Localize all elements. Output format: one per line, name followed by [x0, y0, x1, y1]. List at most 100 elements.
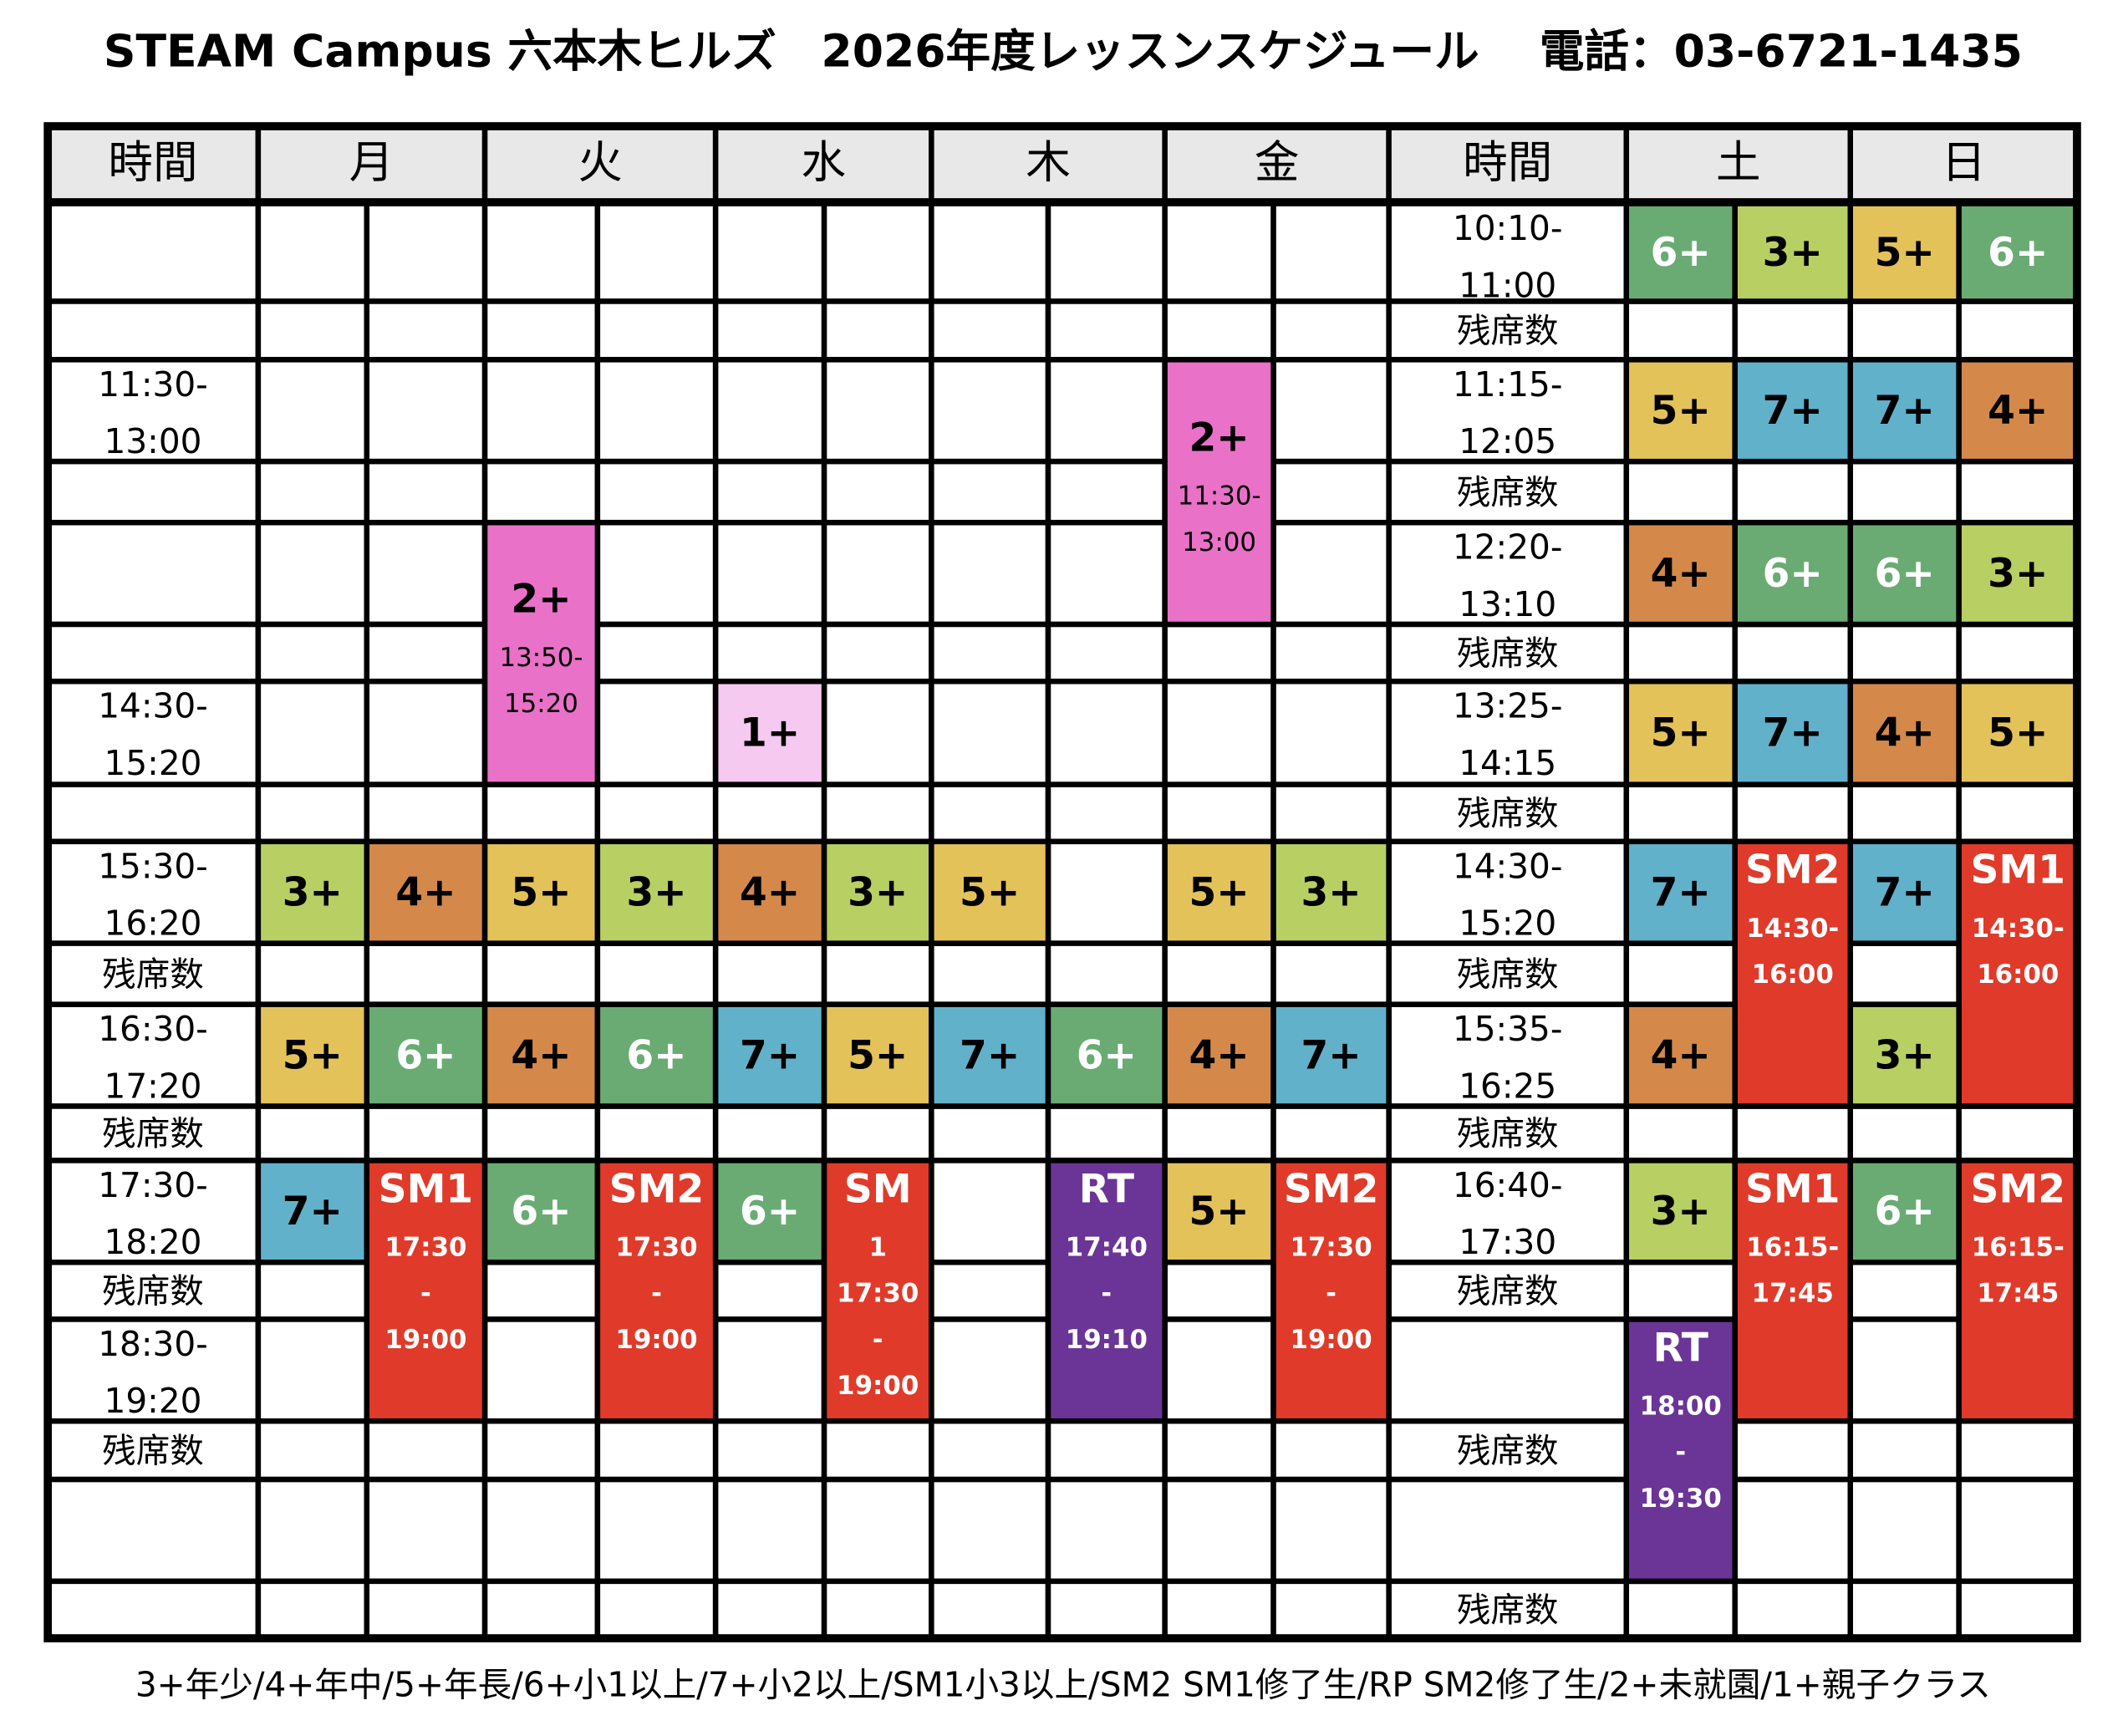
class-block: [1270, 1001, 1392, 1109]
slot-cell: [1847, 1316, 1962, 1424]
slot-cell: [1045, 621, 1168, 685]
class-time: -: [651, 1279, 662, 1309]
slot-cell: [712, 298, 827, 363]
slot-cell: [481, 357, 601, 465]
class-label: SM: [844, 1166, 912, 1212]
slot-cell: [481, 1316, 601, 1424]
slot-cell: [1045, 357, 1168, 465]
class-block: [821, 1001, 934, 1109]
class-time: -: [1101, 1279, 1112, 1309]
time-label: 11:30-: [98, 364, 208, 405]
class-block: [364, 1158, 488, 1424]
class-block: [481, 838, 601, 946]
class-label: 7+: [283, 1189, 343, 1235]
time-label: 16:20: [104, 904, 202, 944]
class-block: [1956, 838, 2080, 1109]
slot-cell: [364, 621, 488, 685]
class-block: [1847, 201, 1962, 304]
slot-cell: [1162, 678, 1276, 787]
class-time: 16:15-: [1746, 1233, 1839, 1263]
time-cell: [1386, 1476, 1630, 1585]
slot-cell: [255, 1316, 370, 1424]
time-label: 17:20: [104, 1066, 202, 1106]
class-block: [712, 678, 827, 787]
class-label: RT: [1079, 1166, 1134, 1212]
slot-cell: [712, 781, 827, 845]
time-label: 12:20-: [1453, 527, 1563, 568]
class-time: 19:00: [615, 1325, 697, 1355]
class-block: [1732, 357, 1853, 465]
class-label: 7+: [1763, 388, 1823, 434]
slot-cell: [1270, 781, 1392, 845]
class-time: -: [873, 1325, 883, 1355]
slot-cell: [1045, 940, 1168, 1007]
slot-cell: [1270, 621, 1392, 685]
header-label: 時間: [108, 136, 197, 189]
time-label: 13:10: [1459, 584, 1556, 624]
slot-cell: [594, 1578, 719, 1642]
class-time: 16:00: [1752, 960, 1834, 990]
seat-label: 残席数: [1457, 311, 1559, 351]
class-block: [1847, 838, 1962, 946]
slot-cell: [1623, 781, 1738, 845]
class-time: 17:45: [1977, 1279, 2059, 1309]
class-label: 5+: [848, 1032, 908, 1078]
slot-cell: [821, 940, 934, 1007]
slot-cell: [364, 201, 488, 304]
time-cell: [1386, 519, 1630, 628]
slot-cell: [1623, 458, 1738, 526]
slot-cell: [1732, 1418, 1853, 1483]
class-time: 16:00: [1977, 960, 2059, 990]
slot-cell: [364, 357, 488, 465]
class-label: 1+: [740, 710, 800, 756]
class-block: [1623, 1316, 1738, 1585]
class-time: 17:30: [1291, 1233, 1372, 1263]
slot-cell: [1045, 201, 1168, 304]
slot-cell: [1847, 1103, 1962, 1163]
seat-label: 残席数: [102, 1113, 204, 1153]
class-label: 6+: [1875, 551, 1935, 597]
slot-cell: [1270, 201, 1392, 304]
class-label: 7+: [1875, 869, 1935, 915]
seat-label: 残席数: [1457, 793, 1559, 833]
slot-cell: [594, 781, 719, 845]
class-time: 17:30: [615, 1233, 697, 1263]
time-label: 19:20: [104, 1381, 202, 1421]
header-label: 金: [1255, 136, 1300, 189]
class-time: 11:30-: [1178, 481, 1261, 512]
class-label: 6+: [626, 1032, 686, 1078]
slot-cell: [1623, 621, 1738, 685]
slot-cell: [594, 298, 719, 363]
slot-cell: [1045, 458, 1168, 526]
slot-cell: [364, 1418, 488, 1483]
slot-cell: [255, 298, 370, 363]
class-label: SM1: [379, 1166, 474, 1212]
slot-cell: [1045, 519, 1168, 628]
slot-cell: [1732, 1578, 1853, 1642]
class-block: [1956, 519, 2080, 628]
slot-cell: [1270, 357, 1392, 465]
class-block: [1847, 519, 1962, 628]
slot-cell: [929, 1158, 1051, 1265]
time-label: 15:35-: [1453, 1009, 1563, 1049]
class-time: -: [420, 1279, 431, 1309]
slot-cell: [712, 1578, 827, 1642]
slot-cell: [481, 1476, 601, 1585]
slot-cell: [712, 1260, 827, 1322]
slot-cell: [712, 940, 827, 1007]
class-block: [594, 1001, 719, 1109]
slot-cell: [1270, 1578, 1392, 1642]
time-cell: [1386, 1316, 1630, 1424]
slot-cell: [594, 940, 719, 1007]
class-label: SM2: [1745, 848, 1841, 893]
slot-cell: [364, 298, 488, 363]
slot-cell: [1162, 1418, 1276, 1483]
class-block: [1847, 1001, 1962, 1109]
slot-cell: [1956, 458, 2080, 526]
slot-cell: [1623, 1103, 1738, 1163]
time-label: 12:05: [1459, 421, 1556, 461]
header-label: 時間: [1463, 136, 1552, 189]
slot-cell: [712, 1476, 827, 1585]
class-time: 15:20: [504, 689, 578, 719]
slot-cell: [481, 298, 601, 363]
